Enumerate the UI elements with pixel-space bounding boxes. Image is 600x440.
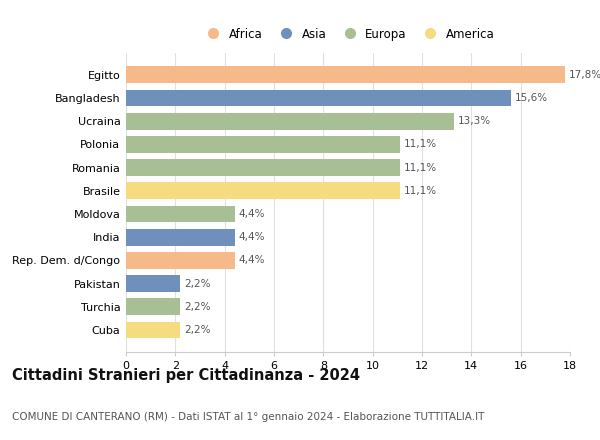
Text: 4,4%: 4,4% [238,256,265,265]
Text: 17,8%: 17,8% [569,70,600,80]
Text: 13,3%: 13,3% [458,116,491,126]
Bar [126,159,400,176]
Bar [126,113,454,129]
Text: 11,1%: 11,1% [404,139,437,149]
Text: 2,2%: 2,2% [184,279,211,289]
Text: 2,2%: 2,2% [184,302,211,312]
Bar [126,90,511,106]
Bar [126,136,400,153]
Text: 2,2%: 2,2% [184,325,211,335]
Legend: Africa, Asia, Europa, America: Africa, Asia, Europa, America [197,23,499,45]
Bar [126,252,235,269]
Text: 15,6%: 15,6% [515,93,548,103]
Bar [126,183,400,199]
Text: COMUNE DI CANTERANO (RM) - Dati ISTAT al 1° gennaio 2024 - Elaborazione TUTTITAL: COMUNE DI CANTERANO (RM) - Dati ISTAT al… [12,412,484,422]
Bar [126,205,235,222]
Bar [126,275,180,292]
Bar [126,66,565,83]
Bar [126,322,180,338]
Text: 11,1%: 11,1% [404,186,437,196]
Bar [126,298,180,315]
Text: 4,4%: 4,4% [238,209,265,219]
Text: 11,1%: 11,1% [404,163,437,172]
Bar [126,229,235,246]
Text: Cittadini Stranieri per Cittadinanza - 2024: Cittadini Stranieri per Cittadinanza - 2… [12,368,360,383]
Text: 4,4%: 4,4% [238,232,265,242]
